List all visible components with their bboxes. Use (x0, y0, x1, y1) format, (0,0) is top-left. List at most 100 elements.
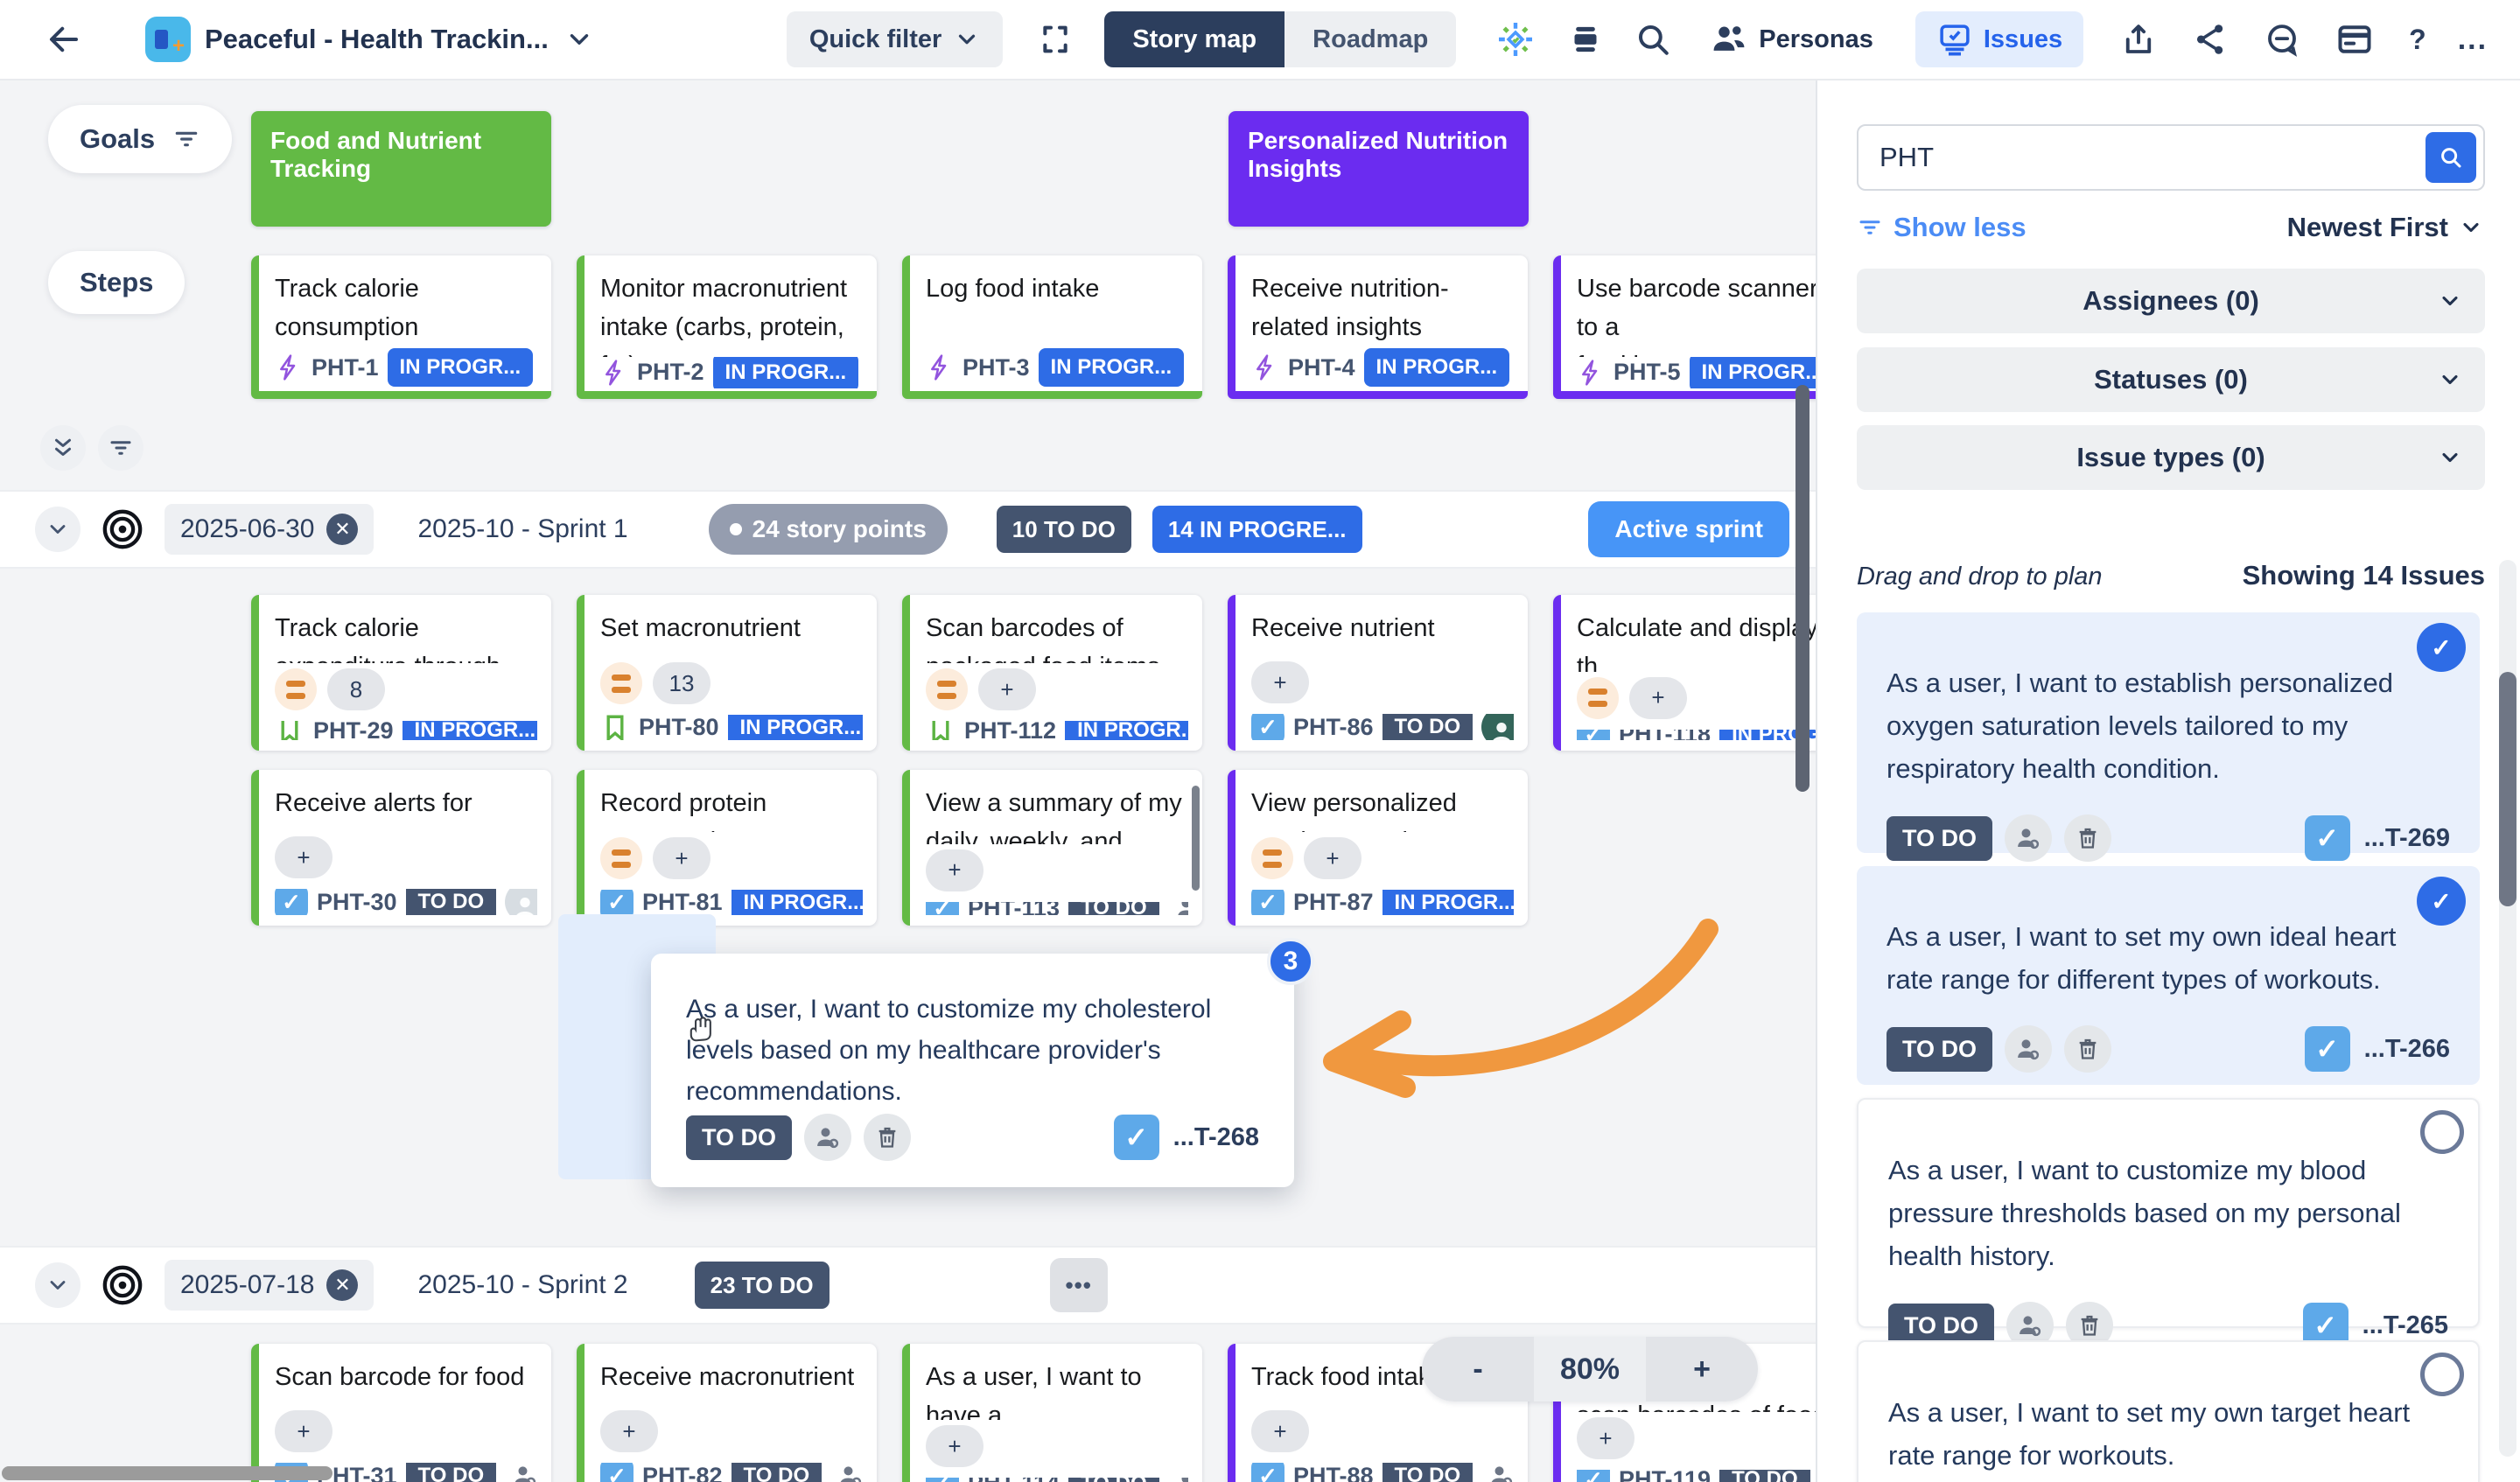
task-checkbox-icon[interactable]: ✓ (2304, 1026, 2350, 1072)
assign-person-button[interactable] (2005, 814, 2053, 862)
sprint-filter-button[interactable] (98, 425, 144, 471)
export-icon[interactable] (2120, 21, 2157, 58)
fullscreen-button[interactable] (1038, 22, 1073, 57)
filter-icon[interactable] (172, 125, 200, 153)
story-card[interactable]: Scan barcodes of packaged food items for… (902, 595, 1202, 751)
estimate-pill[interactable]: 13 (653, 662, 710, 705)
step-card[interactable]: Monitor macronutrient intake (carbs, pro… (577, 255, 877, 399)
accordion-statuses[interactable]: Statuses (0) (1857, 347, 2485, 412)
goal-card[interactable]: Food and Nutrient Tracking (251, 111, 551, 227)
goals-rail-button[interactable]: Goals (48, 105, 233, 173)
vertical-scrollbar[interactable] (1796, 385, 1810, 792)
sprint-date-chip[interactable]: 2025-07-18 ✕ (164, 1260, 374, 1311)
story-card[interactable]: Scan barcode for food items + ✓ PHT-31 T… (251, 1344, 551, 1482)
estimate-pill[interactable]: + (1251, 1410, 1309, 1453)
step-card[interactable]: Receive nutrition-related insights PHT-4… (1228, 255, 1528, 399)
assign-person-button[interactable] (804, 1114, 852, 1161)
sort-dropdown[interactable]: Newest First (2287, 212, 2483, 243)
clear-date-icon[interactable]: ✕ (326, 514, 359, 545)
tab-roadmap[interactable]: Roadmap (1284, 11, 1457, 67)
sprint-collapse-button[interactable] (35, 507, 80, 552)
sprint-date-chip[interactable]: 2025-06-30 ✕ (164, 504, 374, 555)
ai-sparkle-icon[interactable] (1494, 18, 1536, 60)
sprint-goal-target-icon[interactable] (100, 1262, 145, 1308)
feedback-icon[interactable] (2264, 21, 2300, 58)
estimate-pill[interactable]: + (1629, 676, 1687, 719)
back-button[interactable] (46, 21, 82, 58)
assign-person-button[interactable] (1481, 1463, 1514, 1482)
quick-filter-button[interactable]: Quick filter (786, 11, 1004, 67)
show-less-link[interactable]: Show less (1857, 212, 2026, 243)
backlog-issue-card[interactable]: ✓ As a user, I want to set my own ideal … (1857, 866, 2480, 1085)
project-chevron-down-icon[interactable] (564, 24, 594, 54)
delete-button[interactable] (2064, 1025, 2112, 1073)
story-card[interactable]: View a summary of my daily, weekly, and … (902, 770, 1202, 926)
estimate-pill[interactable]: + (926, 1425, 984, 1468)
estimate-pill[interactable]: + (1251, 661, 1309, 704)
step-card[interactable]: Track calorie consumption PHT-1 IN PROGR… (251, 255, 551, 399)
select-circle[interactable] (2420, 1353, 2464, 1396)
active-sprint-button[interactable]: Active sprint (1588, 501, 1789, 557)
sprint-name[interactable]: 2025-10 - Sprint 1 (417, 514, 628, 543)
story-card[interactable]: Calculate and display th nutritional val… (1553, 595, 1816, 751)
sprint-goal-target-icon[interactable] (100, 507, 145, 552)
story-card[interactable]: Receive nutrient deficiency alerts + ✓ P… (1228, 595, 1528, 751)
accordion-assignees[interactable]: Assignees (0) (1857, 269, 2485, 333)
estimate-pill[interactable]: + (600, 1410, 658, 1453)
delete-button[interactable] (864, 1114, 912, 1161)
assign-person-button[interactable] (830, 1463, 863, 1482)
personas-button[interactable]: Personas (1710, 20, 1873, 59)
project-logo[interactable]: + (145, 17, 191, 62)
sprint-more-button[interactable]: ••• (1049, 1258, 1108, 1312)
estimate-pill[interactable]: + (653, 837, 710, 880)
task-checkbox-icon[interactable]: ✓ (1113, 1115, 1159, 1160)
steps-rail-button[interactable]: Steps (48, 251, 186, 314)
collapse-all-button[interactable] (40, 425, 86, 471)
story-card[interactable]: Receive macronutrient ratio insights + ✓… (577, 1344, 877, 1482)
backlog-issue-card[interactable]: As a user, I want to set my own target h… (1857, 1340, 2480, 1482)
select-circle[interactable] (2420, 1110, 2464, 1154)
zoom-in-button[interactable]: + (1646, 1337, 1758, 1402)
task-checkbox-icon[interactable]: ✓ (2304, 815, 2350, 861)
journal-icon[interactable] (1568, 22, 1603, 57)
estimate-pill[interactable]: + (1304, 837, 1362, 880)
step-card[interactable]: Use barcode scanner to a food items PHT-… (1553, 255, 1816, 399)
estimate-pill[interactable]: + (1577, 1417, 1634, 1460)
zoom-out-button[interactable]: - (1422, 1337, 1534, 1402)
more-menu-button[interactable]: ... (2457, 22, 2488, 56)
tab-story-map[interactable]: Story map (1104, 11, 1285, 67)
horizontal-scrollbar[interactable] (2, 1466, 332, 1480)
assign-person-button[interactable] (1168, 1478, 1188, 1482)
sprint-collapse-button[interactable] (35, 1262, 80, 1308)
assign-person-button[interactable] (2005, 1025, 2053, 1073)
select-circle[interactable]: ✓ (2417, 877, 2466, 926)
story-card[interactable]: View personalized meal suggestions + ✓ P… (1228, 770, 1528, 926)
estimate-pill[interactable]: 8 (327, 668, 385, 711)
panel-scrollbar-thumb[interactable] (2499, 672, 2516, 906)
story-card[interactable]: As a user, I want to have a built-in foo… (902, 1344, 1202, 1482)
story-card[interactable]: Record protein consumption + ✓ PHT-81 IN… (577, 770, 877, 926)
issue-search-input[interactable] (1858, 142, 2426, 173)
accordion-issue-types[interactable]: Issue types (0) (1857, 425, 2485, 490)
clear-date-icon[interactable]: ✕ (326, 1269, 359, 1301)
search-icon[interactable] (1634, 21, 1671, 58)
avatar[interactable] (505, 889, 537, 915)
assign-person-button[interactable] (505, 1463, 537, 1482)
card-inner-scrollbar[interactable] (1192, 786, 1200, 891)
dragged-issue-card[interactable]: As a user, I want to customize my choles… (651, 954, 1294, 1187)
card-panel-icon[interactable] (2335, 20, 2374, 59)
sprint-name[interactable]: 2025-10 - Sprint 2 (417, 1270, 628, 1299)
story-card[interactable]: Set macronutrient targets 13 PHT-80 IN P… (577, 595, 877, 751)
delete-button[interactable] (2064, 814, 2112, 862)
search-submit-button[interactable] (2426, 132, 2476, 183)
estimate-pill[interactable]: + (275, 836, 332, 879)
help-button[interactable]: ? (2409, 23, 2426, 55)
share-icon[interactable] (2192, 21, 2229, 58)
step-card[interactable]: Log food intake PHT-3 IN PROGR... (902, 255, 1202, 399)
backlog-issue-card[interactable]: ✓ As a user, I want to establish persona… (1857, 612, 2480, 862)
story-card[interactable]: Track calorie expenditure through exerci… (251, 595, 551, 751)
story-card[interactable]: Receive alerts for exceeding calorie lim… (251, 770, 551, 926)
estimate-pill[interactable]: + (926, 849, 984, 891)
avatar[interactable] (1481, 714, 1514, 740)
goal-card[interactable]: Personalized Nutrition Insights (1228, 111, 1529, 227)
